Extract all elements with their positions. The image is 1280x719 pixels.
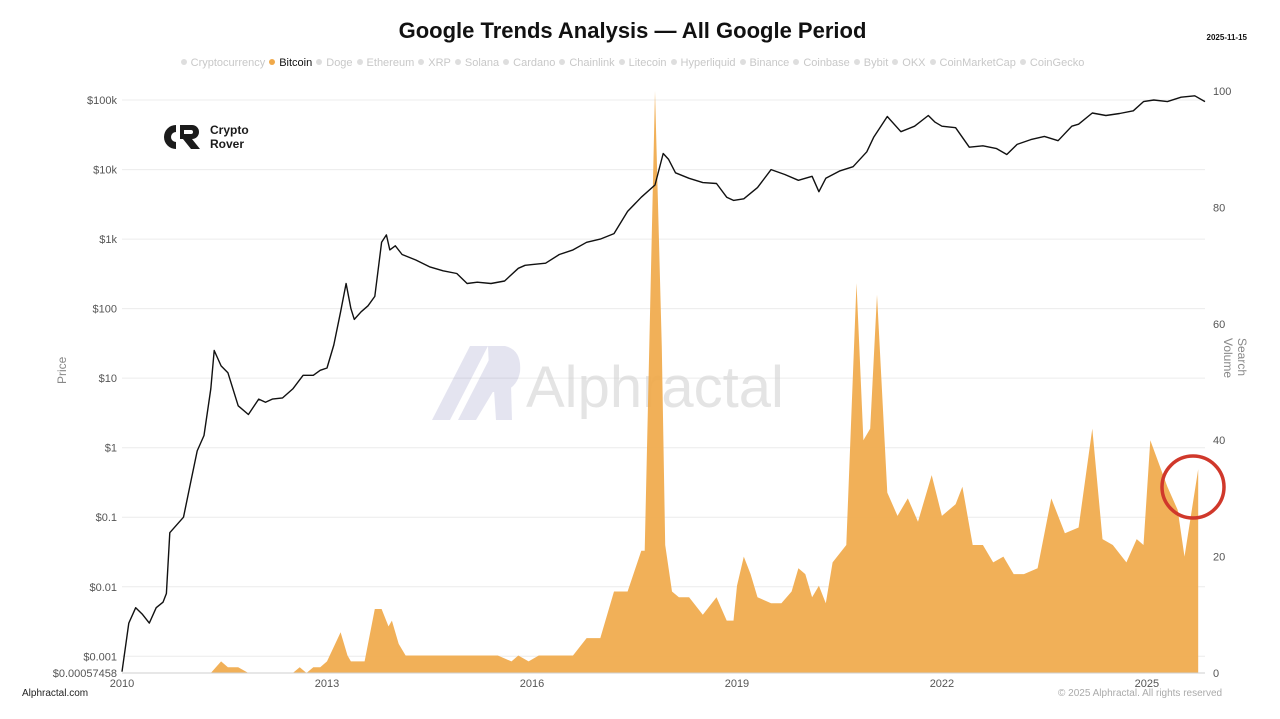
legend-item[interactable]: Cardano	[503, 57, 555, 69]
legend-dot-icon	[892, 59, 899, 66]
y-tick-label-left: $1	[105, 443, 117, 455]
y-tick-label-left: $0.01	[89, 582, 117, 594]
legend-label: Ethereum	[366, 57, 415, 69]
chart-title: Google Trends Analysis — All Google Peri…	[398, 18, 867, 43]
legend-label: CoinGecko	[1029, 57, 1085, 69]
legend-dot-icon	[559, 59, 566, 66]
x-tick-label: 2019	[725, 678, 749, 690]
y-tick-label-left: $0.001	[83, 651, 117, 663]
legend-item[interactable]: CoinGecko	[1019, 57, 1085, 69]
legend-label: Solana	[464, 57, 500, 69]
legend-item[interactable]: CoinMarketCap	[929, 57, 1016, 69]
y-tick-label-left: $100k	[87, 95, 117, 107]
legend-dot-icon	[316, 59, 323, 66]
legend-item[interactable]: Bitcoin	[269, 57, 312, 69]
legend-item[interactable]: Solana	[454, 57, 500, 69]
legend-dot-icon	[793, 59, 800, 66]
legend-item[interactable]: Coinbase	[793, 57, 850, 69]
search-axis-ticks: 0 20 40 60 80 100	[1213, 86, 1231, 680]
legend-label: Cardano	[513, 57, 556, 69]
legend-label: Litecoin	[628, 57, 667, 69]
y-tick-label-left: $100	[93, 304, 117, 316]
legend-item[interactable]: Chainlink	[559, 57, 615, 69]
legend-label: Hyperliquid	[680, 57, 736, 69]
bitcoin-search-area	[122, 91, 1199, 673]
legend-dot-icon	[929, 59, 936, 66]
legend-dot-icon	[503, 59, 510, 66]
alphractal-watermark: Alphractal	[432, 346, 784, 420]
legend-item[interactable]: Ethereum	[356, 57, 415, 69]
legend-item[interactable]: OKX	[892, 57, 926, 69]
legend-label: Binance	[749, 57, 790, 69]
legend-label: CoinMarketCap	[939, 57, 1016, 69]
y-tick-label-left: $0.00057458	[53, 668, 117, 680]
crypto-rover-brand: Crypto Rover	[162, 123, 249, 151]
legend-label: Coinbase	[803, 57, 850, 69]
date-label: 2025-11-15	[1206, 33, 1247, 42]
legend-label: Bybit	[863, 57, 889, 69]
x-tick-label: 2016	[520, 678, 544, 690]
x-axis-ticks: 2010 2013 2016 2019 2022 2025	[110, 672, 1205, 690]
legend-dot-icon	[454, 59, 461, 66]
alphractal-logo-icon	[432, 346, 521, 420]
legend-item[interactable]: Doge	[316, 57, 353, 69]
legend-item[interactable]: XRP	[418, 57, 451, 69]
legend-label: Bitcoin	[279, 57, 313, 69]
y-tick-label-right: 100	[1213, 86, 1231, 98]
price-line	[121, 95, 1206, 672]
legend-item[interactable]: Hyperliquid	[670, 57, 736, 69]
legend-item[interactable]: Litecoin	[618, 57, 667, 69]
legend-label: Cryptocurrency	[190, 57, 266, 69]
y-tick-label-right: 60	[1213, 319, 1225, 331]
legend-dot-icon	[853, 59, 860, 66]
legend-label: XRP	[428, 57, 451, 69]
price-axis-ticks: $0.00057458 $0.001 $0.01 $0.1 $1 $10 $100 $1k $1…	[53, 95, 118, 680]
series-price-line	[121, 95, 1206, 672]
series-bitcoin-area	[122, 91, 1199, 673]
legend-dot-icon	[356, 59, 363, 66]
legend-dot-icon	[269, 59, 276, 66]
legend-dot-icon	[1019, 59, 1026, 66]
legend-item[interactable]: Bybit	[853, 57, 889, 69]
y-axis-title-left: Price	[55, 356, 69, 384]
legend-label: OKX	[902, 57, 926, 69]
footer-source: Alphractal.com	[22, 688, 89, 699]
x-tick-label: 2022	[930, 678, 954, 690]
highlight-circle	[1160, 454, 1226, 520]
y-tick-label-left: $0.1	[96, 512, 117, 524]
legend-label: Chainlink	[569, 57, 615, 69]
legend-dot-icon	[739, 59, 746, 66]
brand-line-1: Crypto	[210, 123, 249, 137]
y-tick-label-left: $10	[99, 373, 117, 385]
legend-dot-icon	[418, 59, 425, 66]
y-axis-title-right: Search Volume	[1221, 338, 1249, 379]
y-tick-label-right: 40	[1213, 435, 1225, 447]
footer-copyright: © 2025 Alphractal. All rights reserved	[1058, 688, 1223, 699]
legend-dot-icon	[618, 59, 625, 66]
legend-label: Doge	[326, 57, 353, 69]
y-tick-label-right: 20	[1213, 552, 1225, 564]
brand-text: Crypto Rover	[210, 123, 249, 151]
y-tick-label-left: $10k	[93, 165, 117, 177]
legend-item[interactable]: Cryptocurrency	[180, 57, 266, 69]
y-tick-label-right: 0	[1213, 668, 1219, 680]
crypto-rover-logo-icon	[164, 125, 200, 149]
x-tick-label: 2010	[110, 678, 134, 690]
legend: Cryptocurrency Bitcoin Doge Ethereum XRP Sola…	[0, 57, 1265, 69]
y-tick-label-right: 80	[1213, 202, 1225, 214]
legend-dot-icon	[670, 59, 677, 66]
x-tick-label: 2025	[1135, 678, 1159, 690]
x-tick-label: 2013	[315, 678, 339, 690]
brand-line-2: Rover	[210, 137, 245, 151]
legend-dot-icon	[180, 59, 187, 66]
y-tick-label-left: $1k	[99, 234, 117, 246]
legend-item[interactable]: Binance	[739, 57, 790, 69]
